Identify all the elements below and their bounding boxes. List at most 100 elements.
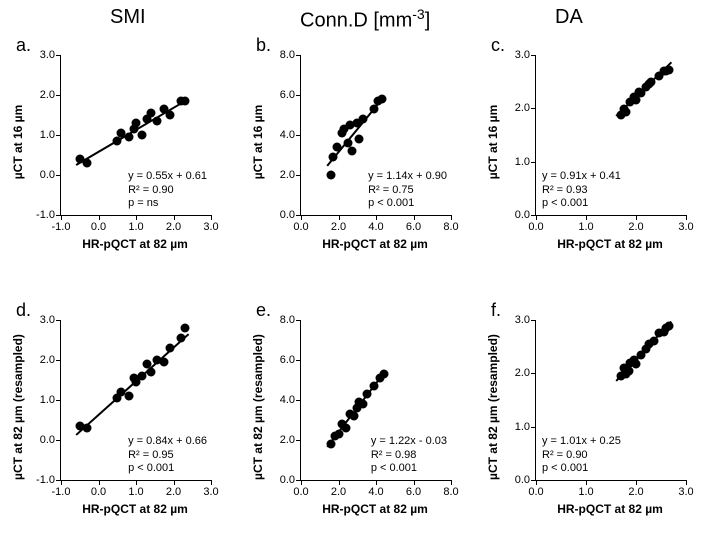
- panel-label-d: d.: [16, 300, 31, 321]
- figure: SMIConn.D [mm-3]DAa.-1.00.01.02.03.0-1.0…: [0, 0, 706, 541]
- stats-text: y = 0.91x + 0.41R² = 0.93p < 0.001: [542, 170, 621, 211]
- tick-label-x: 0.0: [293, 486, 308, 498]
- y-axis-label: µCT at 16 µm: [11, 62, 25, 222]
- panel-label-a: a.: [16, 35, 31, 56]
- tick-label-y: 2.0: [280, 169, 301, 181]
- tick-label-x: 6.0: [406, 486, 421, 498]
- stats-text: y = 1.14x + 0.90R² = 0.75p < 0.001: [368, 170, 447, 211]
- fit-line: [76, 98, 189, 165]
- tick-label-x: 0.0: [528, 486, 543, 498]
- panel-label-f: f.: [491, 300, 501, 321]
- tick-label-y: 1.0: [515, 156, 536, 168]
- tick-x: [174, 480, 175, 485]
- tick-x: [301, 480, 302, 485]
- tick-label-x: 2.0: [331, 486, 346, 498]
- plot-b: 0.02.04.06.08.00.02.04.06.08.0y = 1.14x …: [300, 55, 451, 216]
- tick-x: [586, 215, 587, 220]
- plot-f: 0.01.02.03.00.01.02.03.0y = 1.01x + 0.25…: [535, 320, 686, 481]
- data-point: [355, 135, 364, 144]
- tick-x: [536, 215, 537, 220]
- y-axis-label: µCT at 16 µm: [486, 62, 500, 222]
- tick-x: [686, 480, 687, 485]
- tick-x: [174, 215, 175, 220]
- tick-label-x: 1.0: [128, 486, 143, 498]
- tick-label-y: 1.0: [40, 129, 61, 141]
- tick-label-x: -1.0: [52, 221, 71, 233]
- tick-label-x: 4.0: [368, 486, 383, 498]
- tick-label-x: 3.0: [203, 486, 218, 498]
- tick-x: [339, 215, 340, 220]
- tick-x: [301, 215, 302, 220]
- tick-label-y: 3.0: [515, 314, 536, 326]
- tick-label-y: 4.0: [280, 129, 301, 141]
- tick-label-y: 8.0: [280, 314, 301, 326]
- tick-label-x: 0.0: [91, 486, 106, 498]
- tick-x: [376, 215, 377, 220]
- tick-x: [586, 480, 587, 485]
- tick-label-y: -1.0: [36, 474, 61, 486]
- tick-label-x: 2.0: [166, 221, 181, 233]
- tick-label-x: 3.0: [203, 221, 218, 233]
- tick-x: [451, 215, 452, 220]
- column-header-2: DA: [555, 6, 583, 29]
- tick-label-y: 0.0: [280, 209, 301, 221]
- stats-text: y = 1.22x - 0.03R² = 0.98p < 0.001: [371, 435, 447, 476]
- tick-label-y: 1.0: [40, 394, 61, 406]
- x-axis-label: HR-pQCT at 82 µm: [82, 237, 188, 251]
- panel-label-b: b.: [256, 35, 271, 56]
- panel-label-c: c.: [491, 35, 505, 56]
- fit-line: [75, 333, 188, 435]
- y-axis-label: µCT at 82 µm (resampled): [11, 327, 25, 487]
- stats-text: y = 0.84x + 0.66R² = 0.95p < 0.001: [128, 435, 207, 476]
- x-axis-label: HR-pQCT at 82 µm: [557, 237, 663, 251]
- y-axis-label: µCT at 82 µm (resampled): [251, 327, 265, 487]
- tick-x: [136, 215, 137, 220]
- tick-label-y: 0.0: [40, 169, 61, 181]
- plot-e: 0.02.04.06.08.00.02.04.06.08.0y = 1.22x …: [300, 320, 451, 481]
- tick-label-x: 8.0: [443, 221, 458, 233]
- tick-label-y: 0.0: [280, 474, 301, 486]
- x-axis-label: HR-pQCT at 82 µm: [322, 502, 428, 516]
- tick-x: [99, 215, 100, 220]
- tick-x: [99, 480, 100, 485]
- tick-label-y: 2.0: [280, 434, 301, 446]
- tick-x: [636, 215, 637, 220]
- y-axis-label: µCT at 82 µm (resampled): [486, 327, 500, 487]
- fit-line: [615, 62, 671, 116]
- tick-x: [414, 215, 415, 220]
- tick-x: [136, 480, 137, 485]
- tick-label-x: 0.0: [528, 221, 543, 233]
- tick-label-y: 0.0: [515, 474, 536, 486]
- y-axis-label: µCT at 16 µm: [251, 62, 265, 222]
- tick-x: [451, 480, 452, 485]
- tick-label-x: 2.0: [331, 221, 346, 233]
- tick-label-y: 3.0: [40, 314, 61, 326]
- tick-label-x: 1.0: [128, 221, 143, 233]
- tick-label-x: 3.0: [678, 486, 693, 498]
- tick-label-y: 2.0: [40, 354, 61, 366]
- data-point: [180, 324, 189, 333]
- tick-label-x: 2.0: [166, 486, 181, 498]
- tick-x: [61, 480, 62, 485]
- data-point: [347, 147, 356, 156]
- tick-label-y: 0.0: [40, 434, 61, 446]
- x-axis-label: HR-pQCT at 82 µm: [557, 502, 663, 516]
- tick-label-x: 1.0: [578, 221, 593, 233]
- tick-label-y: 6.0: [280, 354, 301, 366]
- x-axis-label: HR-pQCT at 82 µm: [322, 237, 428, 251]
- tick-label-y: 4.0: [280, 394, 301, 406]
- data-point: [327, 171, 336, 180]
- tick-label-y: 3.0: [40, 49, 61, 61]
- tick-x: [339, 480, 340, 485]
- tick-label-y: 6.0: [280, 89, 301, 101]
- tick-label-x: 0.0: [91, 221, 106, 233]
- x-axis-label: HR-pQCT at 82 µm: [82, 502, 188, 516]
- plot-d: -1.00.01.02.03.0-1.00.01.02.03.0y = 0.84…: [60, 320, 211, 481]
- tick-label-x: 6.0: [406, 221, 421, 233]
- tick-label-x: 2.0: [628, 221, 643, 233]
- fit-line: [615, 321, 671, 381]
- tick-label-x: 4.0: [368, 221, 383, 233]
- tick-label-y: 3.0: [515, 49, 536, 61]
- tick-x: [211, 480, 212, 485]
- tick-label-y: 0.0: [515, 209, 536, 221]
